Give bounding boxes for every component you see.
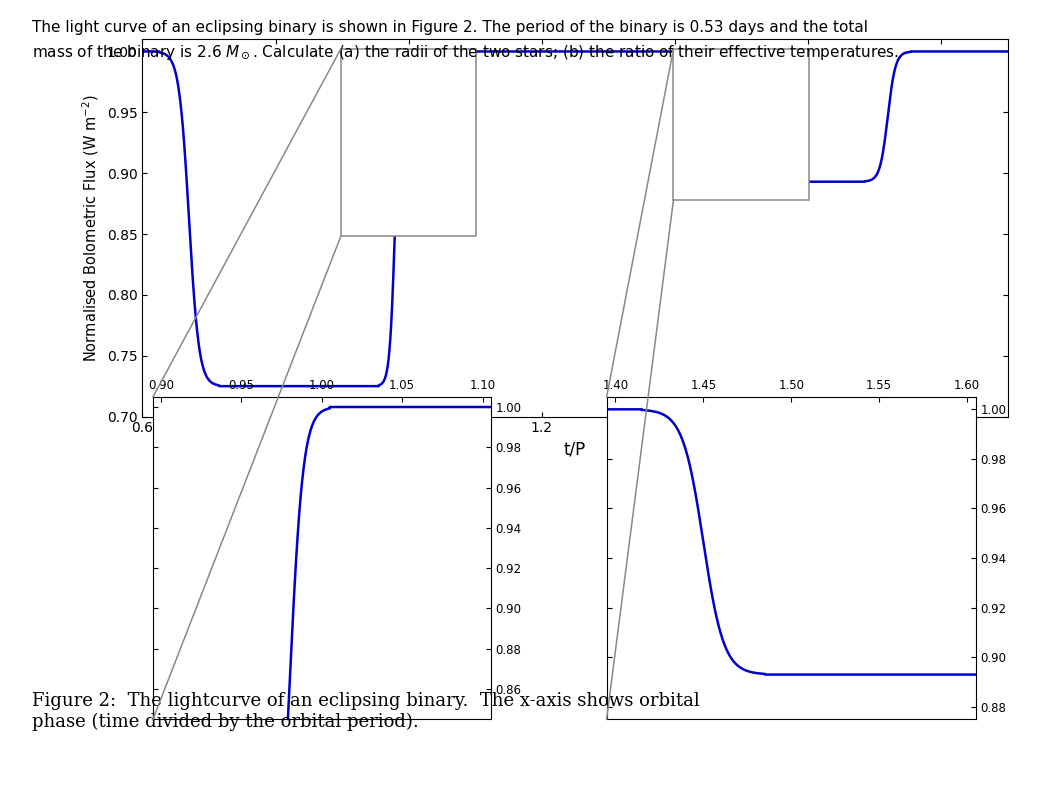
Text: Figure 2:  The lightcurve of an eclipsing binary.  The x-axis shows orbital
phas: Figure 2: The lightcurve of an eclipsing… [32,692,699,731]
Bar [673,49,809,200]
X-axis label: t/P: t/P [563,441,587,459]
Text: The light curve of an eclipsing binary is shown in Figure 2. The period of the b: The light curve of an eclipsing binary i… [32,20,867,35]
Y-axis label: Normalised Bolometric Flux (W m$^{-2}$): Normalised Bolometric Flux (W m$^{-2}$) [80,94,101,362]
Bar [341,49,477,237]
Text: mass of the binary is 2.6 $M_\odot$. Calculate (a) the radii of the two stars; (: mass of the binary is 2.6 $M_\odot$. Cal… [32,43,899,62]
